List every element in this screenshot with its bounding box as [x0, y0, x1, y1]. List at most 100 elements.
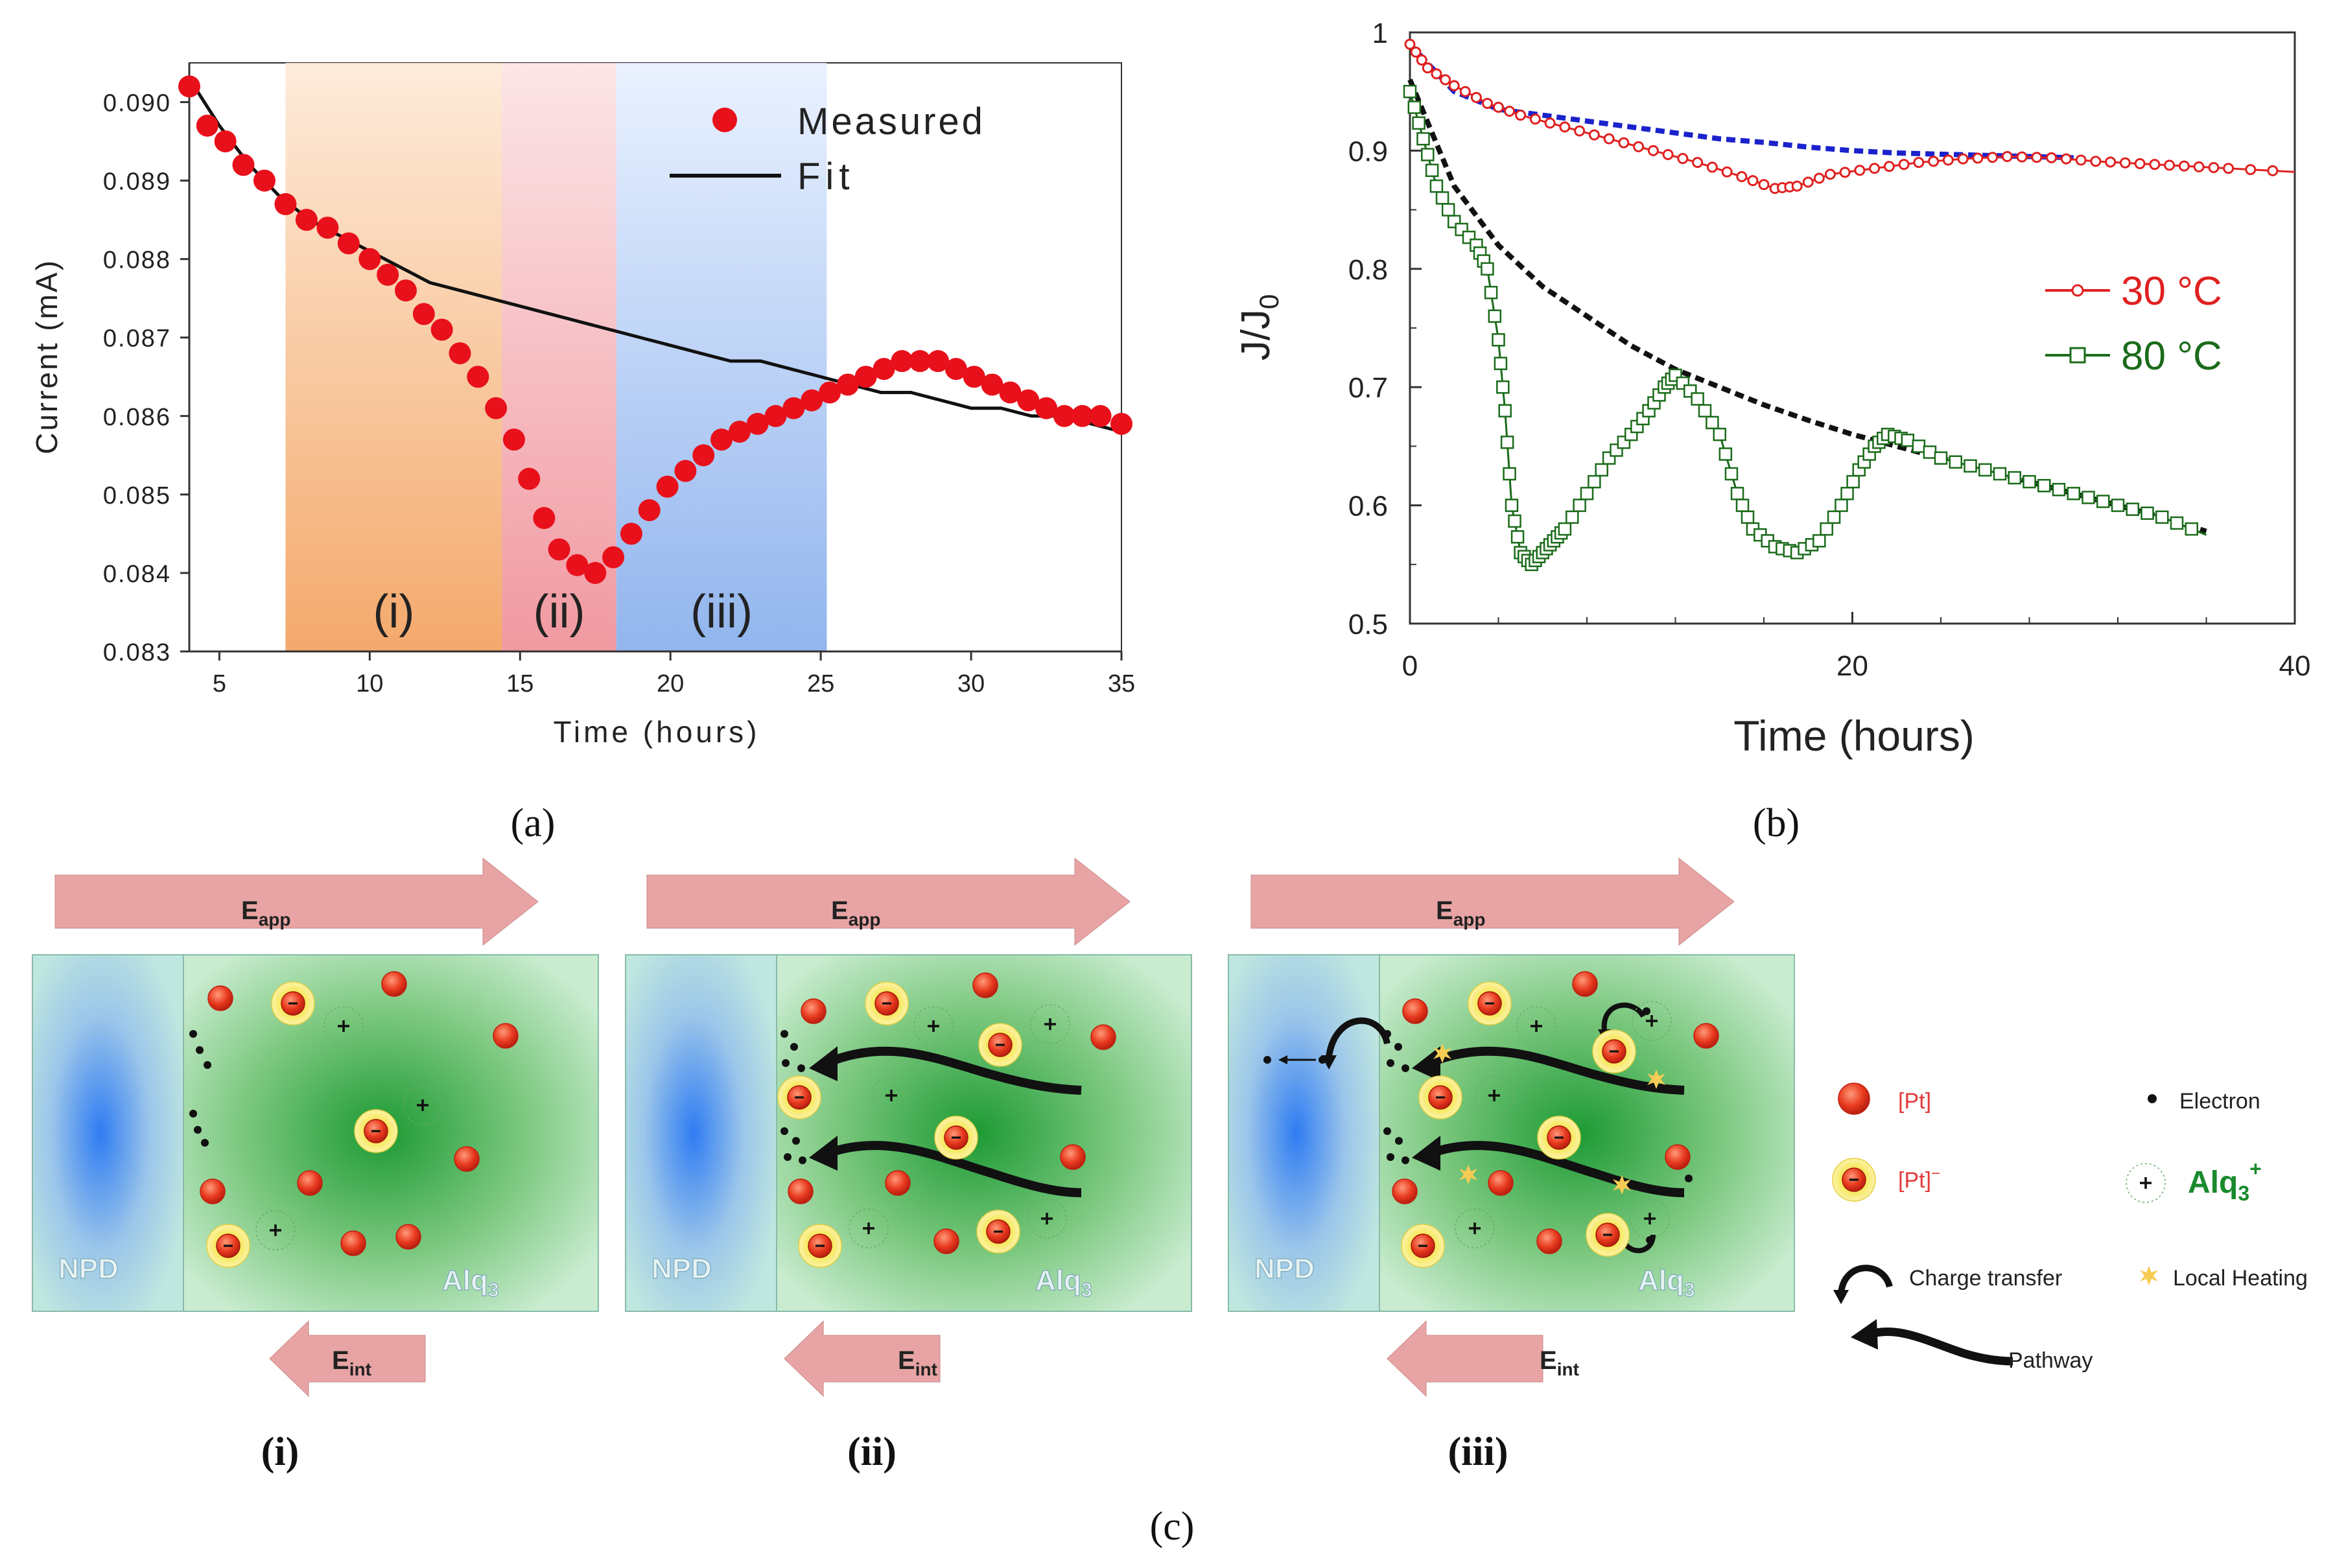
panel-a-x-title: Time (hours): [554, 715, 760, 749]
eint-arrow: [1387, 1320, 1543, 1397]
measured-point: [674, 460, 697, 482]
marker-80-c: [1595, 463, 1608, 477]
panel-a-y-title: Current (mA): [30, 259, 64, 454]
marker-30-c: [2105, 156, 2117, 168]
legend-pt-minus-label: [Pt]−: [1898, 1165, 1940, 1193]
marker-80-c: [1588, 474, 1601, 489]
measured-point: [584, 561, 607, 584]
region-iii-label: (iii): [690, 586, 753, 638]
marker-80-c: [1949, 455, 1962, 469]
marker-30-c: [2193, 161, 2205, 172]
marker-30-c: [2090, 156, 2102, 167]
eapp-main: E: [831, 896, 849, 925]
legend-30c-marker: [2071, 284, 2084, 297]
eapp-arrow: [54, 858, 539, 946]
marker-30-c: [1431, 68, 1442, 80]
marker-30-c: [1957, 153, 1969, 165]
measured-point: [819, 381, 841, 404]
eapp-main: E: [241, 896, 259, 925]
marker-80-c: [1403, 84, 1417, 99]
marker-80-c: [1846, 474, 1860, 489]
x-tick-label: 20: [657, 670, 684, 697]
marker-80-c: [1429, 179, 1444, 193]
marker-80-c: [1510, 530, 1525, 544]
measured-point: [449, 342, 471, 364]
measured-point: [196, 114, 218, 137]
marker-30-c: [1603, 133, 1615, 145]
x-tick-label: 35: [1108, 670, 1135, 697]
marker-80-c: [1580, 487, 1594, 500]
measured-point: [854, 366, 877, 388]
marker-80-c: [1730, 487, 1744, 500]
marker-80-c: [1492, 333, 1505, 347]
marker-30-c: [1928, 156, 1940, 167]
measured-point: [274, 193, 297, 215]
y-tick-label: 0.5: [1348, 609, 1388, 640]
measured-point: [533, 507, 556, 530]
caption-a: (a): [511, 801, 556, 845]
marker-30-c: [2031, 152, 2043, 163]
measured-point: [963, 366, 985, 388]
measured-point: [295, 209, 318, 231]
marker-30-c: [1559, 121, 1571, 133]
marker-30-c: [2046, 152, 2058, 163]
marker-80-c: [2111, 498, 2125, 512]
marker-80-c: [1698, 404, 1712, 417]
legend-80c-marker: [2069, 347, 2086, 364]
marker-80-c: [1713, 427, 1726, 441]
y-tick-label: 0.085: [103, 482, 171, 509]
marker-80-c: [1735, 498, 1750, 512]
legend-pt-marker: [1838, 1082, 1870, 1115]
npd-label: NPD: [1254, 1253, 1315, 1285]
particles-i: [189, 971, 519, 1268]
legend-charge-transfer-marker: [1838, 1265, 1893, 1294]
y-tick-label: 0.084: [103, 561, 171, 588]
alq-label: Alq3: [1035, 1265, 1092, 1301]
region-ii-label: (ii): [534, 586, 585, 638]
marker-30-c: [2208, 162, 2220, 174]
marker-80-c: [1706, 415, 1719, 430]
alq-sub: 3: [488, 1280, 499, 1301]
marker-30-c: [1544, 117, 1556, 129]
caption-iii: (iii): [1448, 1430, 1508, 1474]
legend-charge-transfer-label: Charge transfer: [1909, 1266, 2062, 1291]
panel-b-y-title-sub: 0: [1254, 294, 1284, 309]
marker-30-c: [2149, 159, 2161, 170]
marker-30-c: [1736, 171, 1748, 183]
marker-30-c: [1839, 167, 1851, 178]
measured-point: [430, 318, 453, 341]
marker-30-c: [2245, 164, 2257, 176]
marker-80-c: [2185, 522, 2198, 536]
marker-30-c: [1662, 148, 1674, 160]
measured-point: [1071, 404, 1094, 427]
marker-30-c: [1448, 80, 1460, 91]
measured-point: [214, 130, 237, 153]
measured-point: [692, 444, 715, 467]
marker-80-c: [1923, 445, 1937, 459]
eapp-sub: app: [259, 909, 291, 930]
y-tick-label: 0.089: [103, 169, 171, 196]
marker-80-c: [1481, 262, 1494, 276]
legend-pt-minus-sup: −: [1931, 1165, 1940, 1182]
measured-point: [548, 538, 570, 561]
alq-layer: [776, 954, 1192, 1312]
eapp-sub: app: [1453, 909, 1486, 930]
marker-80-c: [2082, 491, 2095, 504]
marker-80-c: [2170, 516, 2184, 530]
measured-point: [620, 522, 642, 545]
eint-sub: int: [349, 1359, 371, 1379]
eapp-arrow: [1250, 858, 1735, 946]
legend-pt-minus-marker: [1832, 1158, 1876, 1202]
marker-80-c: [1812, 534, 1826, 548]
marker-30-c: [2060, 153, 2072, 165]
alq-main: Alq: [1035, 1265, 1081, 1296]
y-tick-label: 0.090: [103, 90, 171, 117]
marker-80-c: [1412, 116, 1425, 130]
measured-point: [316, 216, 339, 239]
caption-c: (c): [1150, 1504, 1195, 1549]
panel-b-y-title-main: J/J: [1234, 309, 1278, 360]
marker-30-c: [1618, 137, 1630, 148]
measured-point: [981, 373, 1003, 396]
measured-point: [873, 358, 895, 380]
npd-layer: [625, 954, 777, 1312]
